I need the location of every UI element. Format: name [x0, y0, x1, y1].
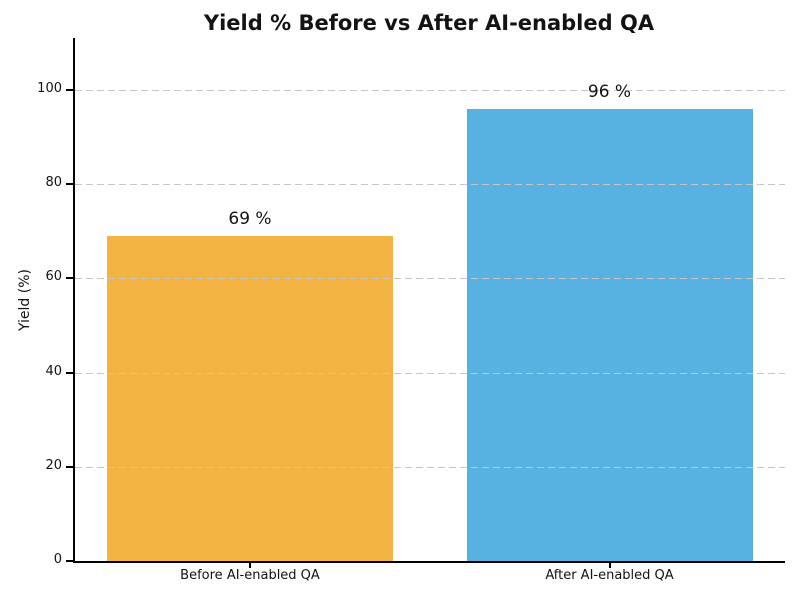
y-axis-tick	[66, 89, 73, 91]
gridline	[75, 278, 785, 280]
gridline	[75, 466, 785, 468]
y-axis-tick	[66, 465, 73, 468]
y-tick-label: 40	[45, 363, 62, 379]
y-axis-tick	[66, 371, 73, 374]
gridline	[75, 372, 785, 374]
y-axis-tick	[66, 560, 73, 562]
y-axis-tick	[66, 277, 73, 280]
x-axis-tick	[249, 563, 251, 568]
y-tick-label: 0	[53, 552, 62, 567]
y-tick-label: 80	[45, 175, 62, 191]
bar-value-label: 96 %	[587, 81, 632, 102]
gridline	[75, 90, 785, 91]
y-tick-label: 20	[45, 457, 62, 473]
y-axis-tick	[66, 183, 73, 186]
plot-area: 69 % 96 %	[73, 38, 785, 563]
bar	[466, 108, 753, 561]
x-tick-label: Before AI-enabled QA	[180, 568, 320, 583]
y-tick-label: 60	[45, 269, 62, 285]
x-axis-tick	[608, 563, 611, 568]
x-tick-label: After AI-enabled QA	[545, 568, 674, 583]
bar	[107, 236, 393, 561]
gridline	[75, 184, 785, 186]
chart-title: Yield % Before vs After AI-enabled QA	[203, 11, 655, 35]
y-tick-label: 100	[37, 81, 62, 96]
bar-value-label: 69 %	[228, 209, 272, 229]
